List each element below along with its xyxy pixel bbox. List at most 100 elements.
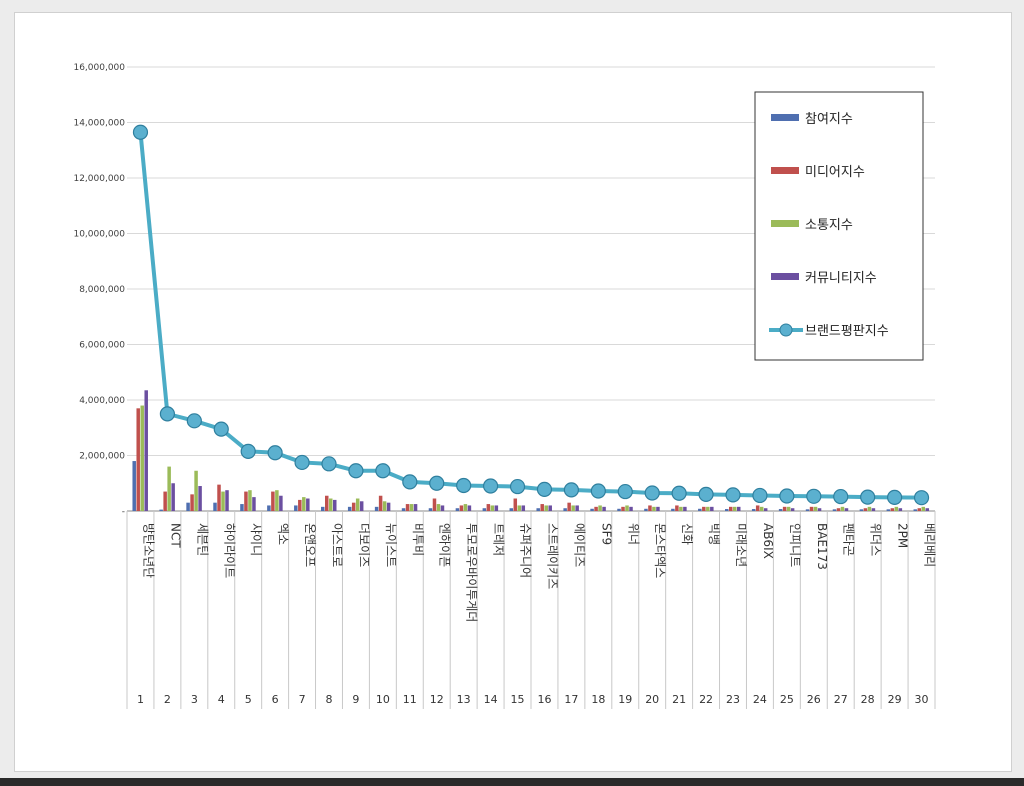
line-point [213, 421, 229, 437]
bar [294, 505, 298, 511]
y-tick-label: 14,000,000 [73, 119, 125, 129]
bar [737, 506, 741, 511]
category-label: 빅뱅 [707, 523, 721, 545]
bar [925, 508, 930, 511]
bar [440, 505, 445, 511]
bar [240, 504, 244, 511]
bar [513, 498, 518, 511]
bar [590, 508, 594, 511]
line-point [240, 443, 256, 459]
bottom-bar [0, 778, 1024, 786]
bar [567, 502, 571, 511]
bar [163, 491, 167, 511]
bar [386, 502, 391, 511]
line-point [132, 124, 149, 140]
rank-label: 1 [137, 693, 144, 706]
bar [271, 491, 275, 511]
bar [194, 470, 198, 511]
rank-label: 17 [564, 693, 578, 706]
category-label: 온앤오프 [303, 523, 317, 567]
category-label: 몬스타엑스 [653, 523, 667, 578]
rank-label: 15 [511, 693, 525, 706]
category-label: 샤이니 [249, 523, 263, 556]
line-point [725, 487, 741, 503]
y-tick-label: 16,000,000 [73, 63, 125, 73]
bar [459, 505, 464, 511]
bar [221, 491, 225, 511]
rank-label: 12 [430, 693, 444, 706]
y-tick-label: - [122, 507, 125, 517]
bar [755, 505, 760, 511]
y-tick-label: 6,000,000 [79, 341, 125, 351]
category-label: 더보이즈 [357, 523, 371, 567]
rank-label: 11 [403, 693, 417, 706]
bar [575, 505, 579, 511]
line-point [321, 456, 337, 472]
bar [733, 506, 737, 511]
bar [482, 508, 487, 511]
bar [778, 509, 783, 511]
bar [267, 505, 271, 511]
bar [644, 508, 648, 511]
legend-label: 참여지수 [805, 112, 853, 127]
y-tick-label: 10,000,000 [73, 230, 125, 240]
bar [540, 504, 544, 511]
bar [844, 508, 849, 511]
bar [244, 491, 248, 511]
bar [186, 502, 190, 511]
bar [432, 498, 437, 511]
bar [347, 506, 352, 511]
bar [786, 506, 791, 511]
bar [544, 505, 548, 511]
rank-label: 27 [834, 693, 848, 706]
rank-label: 9 [352, 693, 359, 706]
bar [729, 506, 733, 511]
bar [306, 498, 310, 511]
bar [248, 490, 252, 511]
bar [913, 509, 918, 511]
bar [494, 505, 499, 511]
category-label: 위더스 [869, 523, 883, 556]
bar [890, 508, 895, 511]
bar [898, 508, 903, 511]
rank-label: 22 [699, 693, 713, 706]
category-label: 2PM [896, 523, 910, 548]
bar [836, 508, 841, 511]
category-label: 하이라이트 [222, 523, 236, 578]
chart-frame: - 2,000,000 4,000,000 6,000,000 8,000,000 10,… [14, 12, 1012, 772]
legend-label: 브랜드평판지수 [805, 324, 889, 339]
bar [536, 508, 540, 511]
bar [894, 506, 899, 511]
rank-label: 21 [672, 693, 686, 706]
bar [871, 508, 876, 511]
rank-label: 28 [861, 693, 875, 706]
category-label: 비투비 [411, 523, 425, 556]
category-label: 방탄소년단 [141, 523, 155, 578]
rank-label: 3 [191, 693, 198, 706]
bar [382, 501, 387, 511]
y-tick-label: 8,000,000 [79, 285, 125, 295]
rank-label: 18 [591, 693, 605, 706]
line-point [752, 487, 768, 504]
bar [463, 504, 468, 511]
bar [652, 506, 656, 511]
bar [302, 497, 306, 511]
category-label: 인피니트 [788, 523, 802, 567]
bar [413, 504, 418, 511]
bars [132, 390, 930, 511]
rank-label: 29 [888, 693, 902, 706]
line-point [509, 478, 526, 495]
bar [840, 506, 845, 511]
bar [698, 508, 702, 511]
line-point [375, 463, 391, 479]
category-label: 에이티즈 [572, 523, 586, 567]
x-axis-categories: 방탄소년단 1 NCT 2 세븐틴 3 하이라이트 4 샤이니 5 엑소 6 온앤오프 7 아스트로 8 더보이… [126, 510, 937, 709]
bar [813, 506, 818, 511]
bar [455, 508, 460, 511]
bar [159, 509, 163, 511]
legend-swatch [771, 114, 799, 121]
rank-label: 13 [457, 693, 471, 706]
bar [213, 502, 217, 511]
bar [621, 506, 625, 511]
